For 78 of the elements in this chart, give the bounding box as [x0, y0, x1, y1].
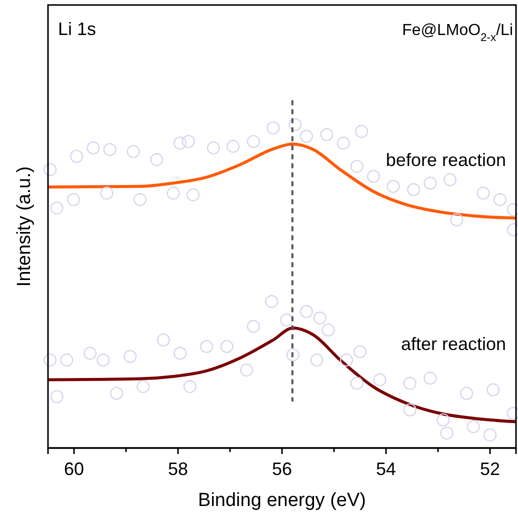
point [174, 346, 187, 360]
point [60, 354, 74, 367]
point [476, 186, 490, 200]
point [407, 183, 420, 196]
x-tick-label: 54 [376, 458, 396, 479]
point [103, 143, 116, 156]
point [84, 346, 97, 360]
point [200, 340, 214, 353]
point [310, 354, 324, 367]
series-label: before reaction [386, 150, 506, 170]
point [443, 173, 456, 186]
text: Li 1s [58, 19, 96, 39]
point [124, 350, 137, 363]
point [226, 140, 240, 153]
point [353, 345, 367, 358]
point [174, 136, 187, 150]
point [300, 130, 313, 143]
point [286, 348, 300, 362]
point [280, 313, 294, 326]
point [320, 128, 334, 142]
point [44, 163, 57, 176]
point [424, 176, 437, 190]
point [336, 136, 350, 150]
point [403, 403, 416, 416]
point [266, 121, 280, 134]
point [70, 150, 84, 163]
point [246, 134, 260, 148]
point [300, 305, 313, 318]
point [186, 188, 200, 202]
point [156, 333, 170, 347]
point [466, 420, 480, 434]
point [322, 323, 335, 336]
point [340, 354, 353, 367]
point [403, 376, 416, 390]
point [350, 160, 364, 173]
point [350, 376, 364, 390]
text: Fe@LMoO$_{2-x}$/Li [402, 22, 513, 44]
point [44, 354, 57, 367]
point [265, 295, 278, 308]
point [182, 134, 195, 148]
point [150, 153, 164, 166]
point [440, 426, 454, 440]
point [460, 386, 474, 400]
point [110, 386, 124, 400]
x-tick-label: 60 [64, 458, 84, 479]
point [373, 373, 386, 386]
point [136, 380, 150, 394]
point [240, 364, 254, 377]
point [313, 312, 326, 325]
point [86, 141, 100, 154]
point [483, 428, 497, 442]
point [96, 354, 110, 367]
point [220, 340, 234, 353]
x-tick-label: 52 [480, 458, 500, 479]
point [246, 320, 260, 333]
point [493, 193, 506, 206]
point [288, 118, 302, 132]
point [126, 144, 140, 158]
point [355, 124, 368, 138]
point [50, 390, 64, 404]
x-tick-label: 56 [272, 458, 292, 479]
x-tick-label: 58 [168, 458, 188, 479]
point [206, 141, 220, 154]
point [436, 413, 450, 426]
text: after reaction [400, 334, 506, 354]
point [50, 202, 64, 215]
point [424, 372, 437, 385]
y-axis-title: Intensity (a.u.) [14, 166, 35, 287]
point [486, 383, 500, 396]
point [66, 193, 80, 206]
x-axis-title: Binding energy (eV) [198, 490, 366, 511]
point [450, 213, 464, 226]
point [100, 186, 114, 200]
point [367, 170, 380, 183]
point [166, 186, 180, 200]
point [183, 380, 196, 394]
point [386, 180, 400, 193]
point [134, 193, 147, 206]
